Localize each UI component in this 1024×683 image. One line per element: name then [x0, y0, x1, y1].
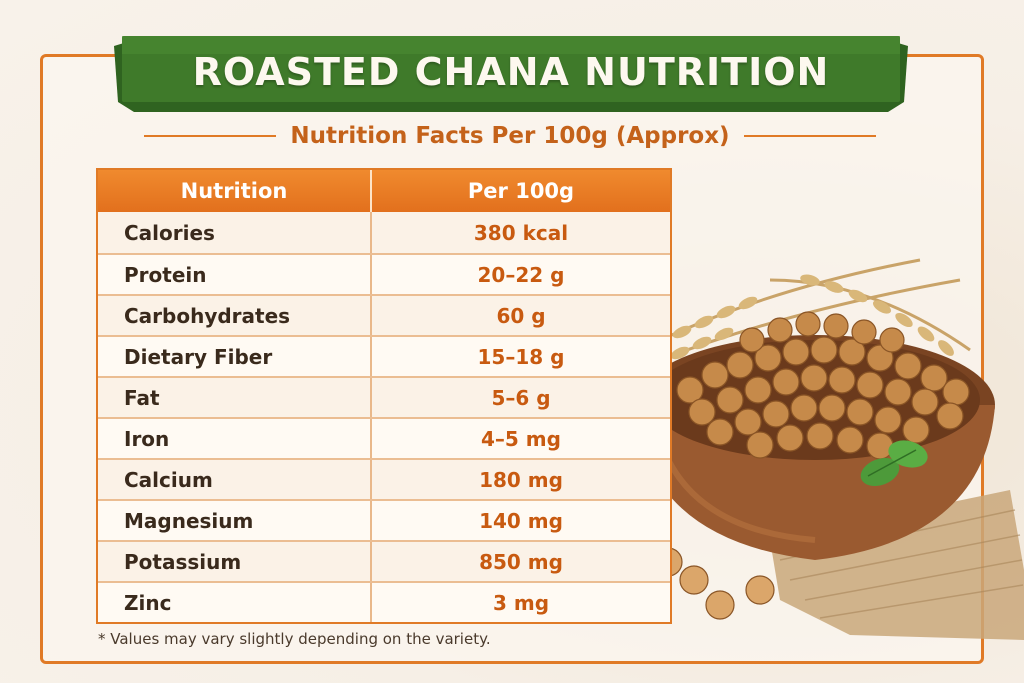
table-body: Calories 380 kcal Protein 20–22 g Carboh…: [98, 212, 670, 622]
table-header: Nutrition Per 100g: [98, 170, 670, 212]
table-row: Zinc 3 mg: [98, 581, 670, 622]
nutrient-name: Fat: [98, 378, 372, 417]
table-row: Calories 380 kcal: [98, 212, 670, 253]
table-row: Fat 5–6 g: [98, 376, 670, 417]
nutrient-value: 20–22 g: [477, 262, 565, 287]
mint-leaf-icon: [860, 440, 928, 487]
nutrition-table: Nutrition Per 100g Calories 380 kcal Pro…: [96, 168, 672, 624]
subtitle-row: Nutrition Facts Per 100g (Approx): [100, 118, 920, 154]
page-title: ROASTED CHANA NUTRITION: [192, 50, 830, 94]
nutrient-value: 850 mg: [479, 549, 563, 574]
nutrient-value: 3 mg: [492, 590, 550, 615]
nutrient-name: Potassium: [98, 542, 372, 581]
nutrient-value: 380 kcal: [473, 220, 569, 245]
nutrient-name: Zinc: [98, 583, 372, 622]
table-row: Magnesium 140 mg: [98, 499, 670, 540]
nutrient-value: 4–5 mg: [481, 426, 561, 451]
nutrient-name: Calories: [98, 212, 372, 253]
footnote: * Values may vary slightly depending on …: [98, 630, 491, 648]
nutrient-name: Magnesium: [98, 501, 372, 540]
table-row: Potassium 850 mg: [98, 540, 670, 581]
table-row: Carbohydrates 60 g: [98, 294, 670, 335]
nutrient-value: 5–6 g: [491, 385, 551, 410]
nutrient-name: Iron: [98, 419, 372, 458]
table-row: Calcium 180 mg: [98, 458, 670, 499]
subtitle-divider-left: [144, 135, 277, 137]
chickpea-icon: [653, 311, 970, 620]
nutrient-value: 140 mg: [479, 508, 563, 533]
nutrient-value: 180 mg: [479, 467, 563, 492]
table-row: Iron 4–5 mg: [98, 417, 670, 458]
title-banner: ROASTED CHANA NUTRITION: [114, 32, 908, 112]
table-row: Dietary Fiber 15–18 g: [98, 335, 670, 376]
subtitle: Nutrition Facts Per 100g (Approx): [290, 123, 730, 149]
nutrient-name: Protein: [98, 255, 372, 294]
column-header-per-100g: Per 100g: [467, 179, 575, 203]
column-header-nutrition: Nutrition: [98, 170, 372, 212]
chana-bowl-illustration: [620, 240, 1024, 660]
nutrient-name: Calcium: [98, 460, 372, 499]
nutrient-value: 15–18 g: [477, 344, 565, 369]
nutrient-name: Dietary Fiber: [98, 337, 372, 376]
table-row: Protein 20–22 g: [98, 253, 670, 294]
subtitle-divider-right: [743, 135, 876, 137]
nutrient-value: 60 g: [496, 303, 546, 328]
nutrient-name: Carbohydrates: [98, 296, 372, 335]
